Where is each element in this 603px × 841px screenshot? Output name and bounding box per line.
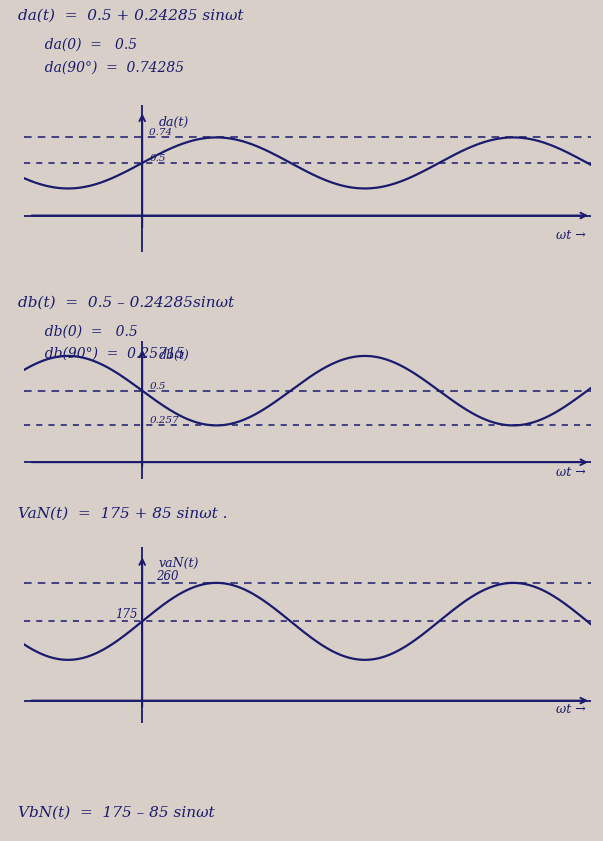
- Text: da(0)  =   0.5: da(0) = 0.5: [36, 38, 137, 52]
- Text: 0.74⁠: 0.74⁠: [150, 129, 172, 137]
- Text: da(t)  =  0.5 + 0.24285 sinωt: da(t) = 0.5 + 0.24285 sinωt: [18, 8, 244, 23]
- Text: 175: 175: [115, 608, 137, 621]
- Text: da(t): da(t): [159, 116, 189, 130]
- Text: VaN(t)  =  175 + 85 sinωt .: VaN(t) = 175 + 85 sinωt .: [18, 506, 227, 521]
- Text: 0.5: 0.5: [150, 382, 166, 391]
- Text: db(90°)  =  0.25715: db(90°) = 0.25715: [36, 346, 185, 361]
- Text: da(90°)  =  0.74285: da(90°) = 0.74285: [36, 61, 185, 75]
- Text: VbN(t)  =  175 – 85 sinωt: VbN(t) = 175 – 85 sinωt: [18, 806, 215, 820]
- Text: db(t): db(t): [159, 349, 189, 362]
- Text: vaN(t): vaN(t): [159, 558, 199, 570]
- Text: 0.257: 0.257: [150, 416, 179, 426]
- Text: 260: 260: [156, 570, 179, 583]
- Text: ωt →: ωt →: [557, 230, 586, 242]
- Text: db(0)  =   0.5: db(0) = 0.5: [36, 325, 138, 339]
- Text: ωt →: ωt →: [557, 703, 586, 717]
- Text: ωt →: ωt →: [557, 466, 586, 479]
- Text: 0.5: 0.5: [150, 154, 166, 163]
- Text: db(t)  =  0.5 – 0.24285sinωt: db(t) = 0.5 – 0.24285sinωt: [18, 296, 234, 310]
